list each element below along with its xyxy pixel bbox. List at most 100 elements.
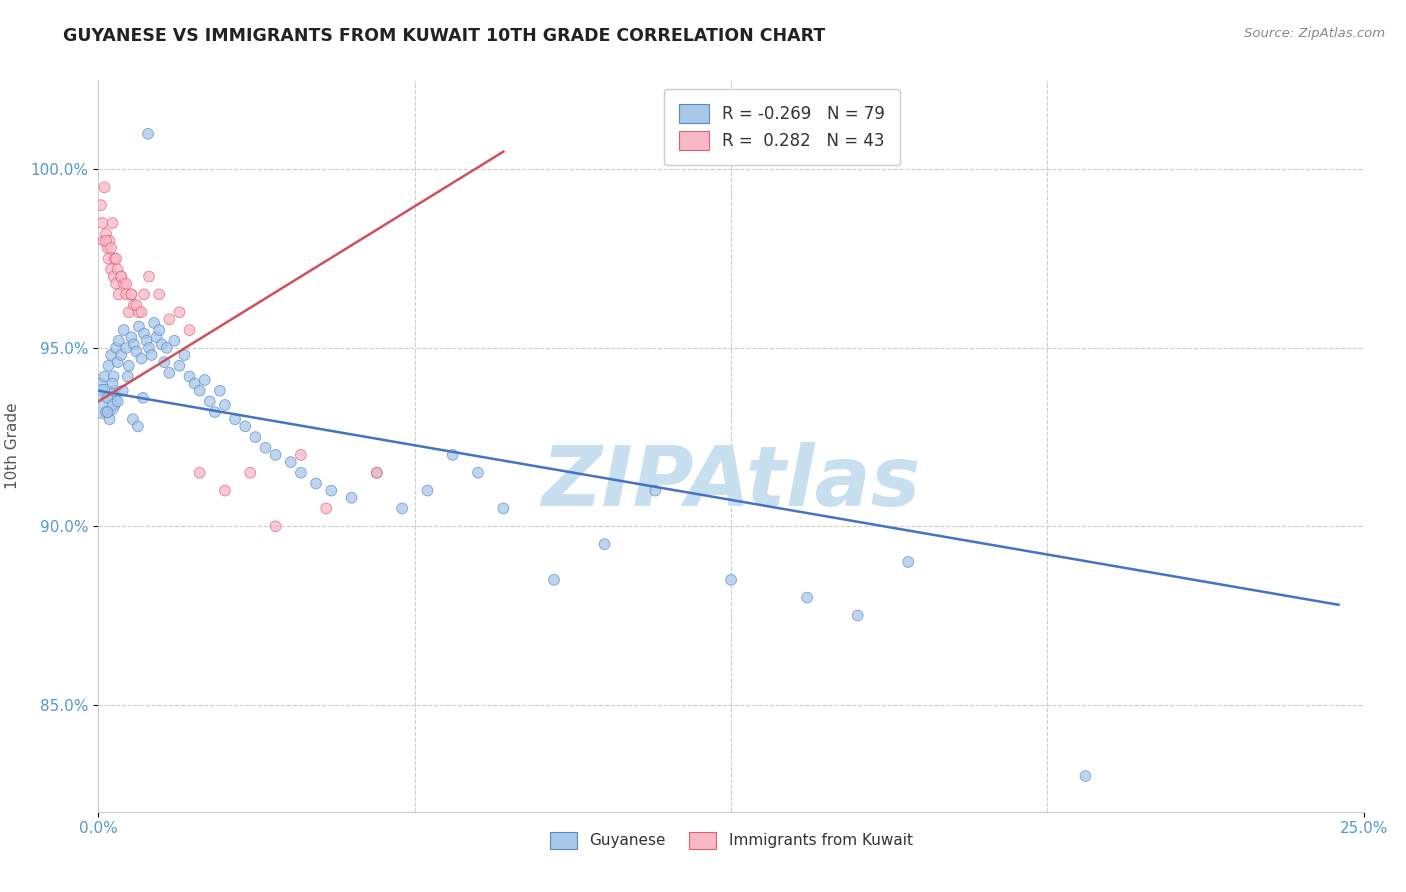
Point xyxy=(122,337,145,351)
Point xyxy=(128,319,150,334)
Point xyxy=(366,466,388,480)
Y-axis label: 10th Grade: 10th Grade xyxy=(4,402,20,490)
Point xyxy=(148,323,170,337)
Point xyxy=(846,608,869,623)
Point xyxy=(131,305,153,319)
Point xyxy=(145,330,167,344)
Point xyxy=(118,305,141,319)
Point xyxy=(125,298,148,312)
Point xyxy=(97,252,120,266)
Text: Source: ZipAtlas.com: Source: ZipAtlas.com xyxy=(1244,27,1385,40)
Point xyxy=(208,384,231,398)
Point xyxy=(391,501,413,516)
Point xyxy=(122,298,145,312)
Point xyxy=(897,555,920,569)
Point xyxy=(143,316,166,330)
Point xyxy=(100,241,122,255)
Point xyxy=(132,287,155,301)
Point xyxy=(115,287,138,301)
Legend: Guyanese, Immigrants from Kuwait: Guyanese, Immigrants from Kuwait xyxy=(544,825,918,855)
Point xyxy=(173,348,195,362)
Point xyxy=(103,369,125,384)
Point xyxy=(492,501,515,516)
Point xyxy=(96,405,118,419)
Point xyxy=(127,419,149,434)
Point xyxy=(107,394,129,409)
Point xyxy=(340,491,363,505)
Point xyxy=(239,466,262,480)
Point xyxy=(107,355,129,369)
Point xyxy=(305,476,328,491)
Point xyxy=(96,241,118,255)
Point xyxy=(138,341,160,355)
Point xyxy=(93,180,115,194)
Point xyxy=(179,323,201,337)
Point xyxy=(224,412,246,426)
Point xyxy=(105,341,128,355)
Point xyxy=(105,252,128,266)
Point xyxy=(720,573,742,587)
Point xyxy=(321,483,343,498)
Point xyxy=(118,359,141,373)
Point xyxy=(315,501,337,516)
Point xyxy=(131,351,153,366)
Point xyxy=(100,348,122,362)
Point xyxy=(94,234,117,248)
Point xyxy=(105,277,128,291)
Point xyxy=(264,448,287,462)
Point xyxy=(91,384,114,398)
Point xyxy=(796,591,818,605)
Point xyxy=(1074,769,1097,783)
Point xyxy=(98,412,121,426)
Point xyxy=(91,216,114,230)
Point xyxy=(214,398,236,412)
Point xyxy=(104,252,127,266)
Point xyxy=(93,369,115,384)
Point xyxy=(111,384,134,398)
Point xyxy=(204,405,226,419)
Point xyxy=(179,369,201,384)
Point xyxy=(188,384,211,398)
Point xyxy=(290,466,312,480)
Point xyxy=(141,348,163,362)
Point xyxy=(132,326,155,341)
Point xyxy=(198,394,221,409)
Point xyxy=(98,234,121,248)
Point xyxy=(148,287,170,301)
Point xyxy=(115,277,138,291)
Point xyxy=(593,537,616,551)
Point xyxy=(112,277,135,291)
Point xyxy=(117,369,139,384)
Point xyxy=(97,359,120,373)
Point xyxy=(156,341,179,355)
Text: ZIPAtlas: ZIPAtlas xyxy=(541,442,921,523)
Point xyxy=(543,573,565,587)
Point xyxy=(290,448,312,462)
Point xyxy=(104,384,127,398)
Point xyxy=(194,373,217,387)
Point xyxy=(107,262,129,277)
Point xyxy=(135,334,157,348)
Point xyxy=(94,227,117,241)
Point xyxy=(169,359,191,373)
Point xyxy=(214,483,236,498)
Point xyxy=(107,287,129,301)
Point xyxy=(110,269,132,284)
Point xyxy=(188,466,211,480)
Text: GUYANESE VS IMMIGRANTS FROM KUWAIT 10TH GRADE CORRELATION CHART: GUYANESE VS IMMIGRANTS FROM KUWAIT 10TH … xyxy=(63,27,825,45)
Point xyxy=(121,412,143,426)
Point xyxy=(157,366,180,380)
Point xyxy=(93,394,115,409)
Point xyxy=(467,466,489,480)
Point xyxy=(233,419,256,434)
Point xyxy=(366,466,388,480)
Point xyxy=(107,334,129,348)
Point xyxy=(101,376,124,391)
Point xyxy=(125,344,148,359)
Point xyxy=(169,305,191,319)
Point xyxy=(110,269,132,284)
Point xyxy=(101,398,124,412)
Point xyxy=(128,305,150,319)
Point xyxy=(245,430,267,444)
Point xyxy=(115,341,138,355)
